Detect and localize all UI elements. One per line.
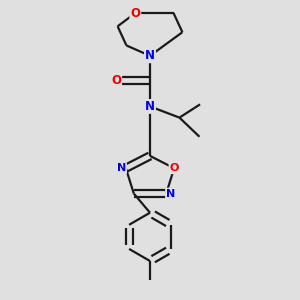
Text: N: N: [166, 189, 175, 199]
Text: N: N: [117, 163, 126, 173]
Text: O: O: [169, 163, 179, 173]
Text: O: O: [130, 7, 140, 20]
Text: O: O: [111, 74, 121, 87]
Text: N: N: [145, 100, 155, 113]
Text: N: N: [145, 49, 155, 62]
